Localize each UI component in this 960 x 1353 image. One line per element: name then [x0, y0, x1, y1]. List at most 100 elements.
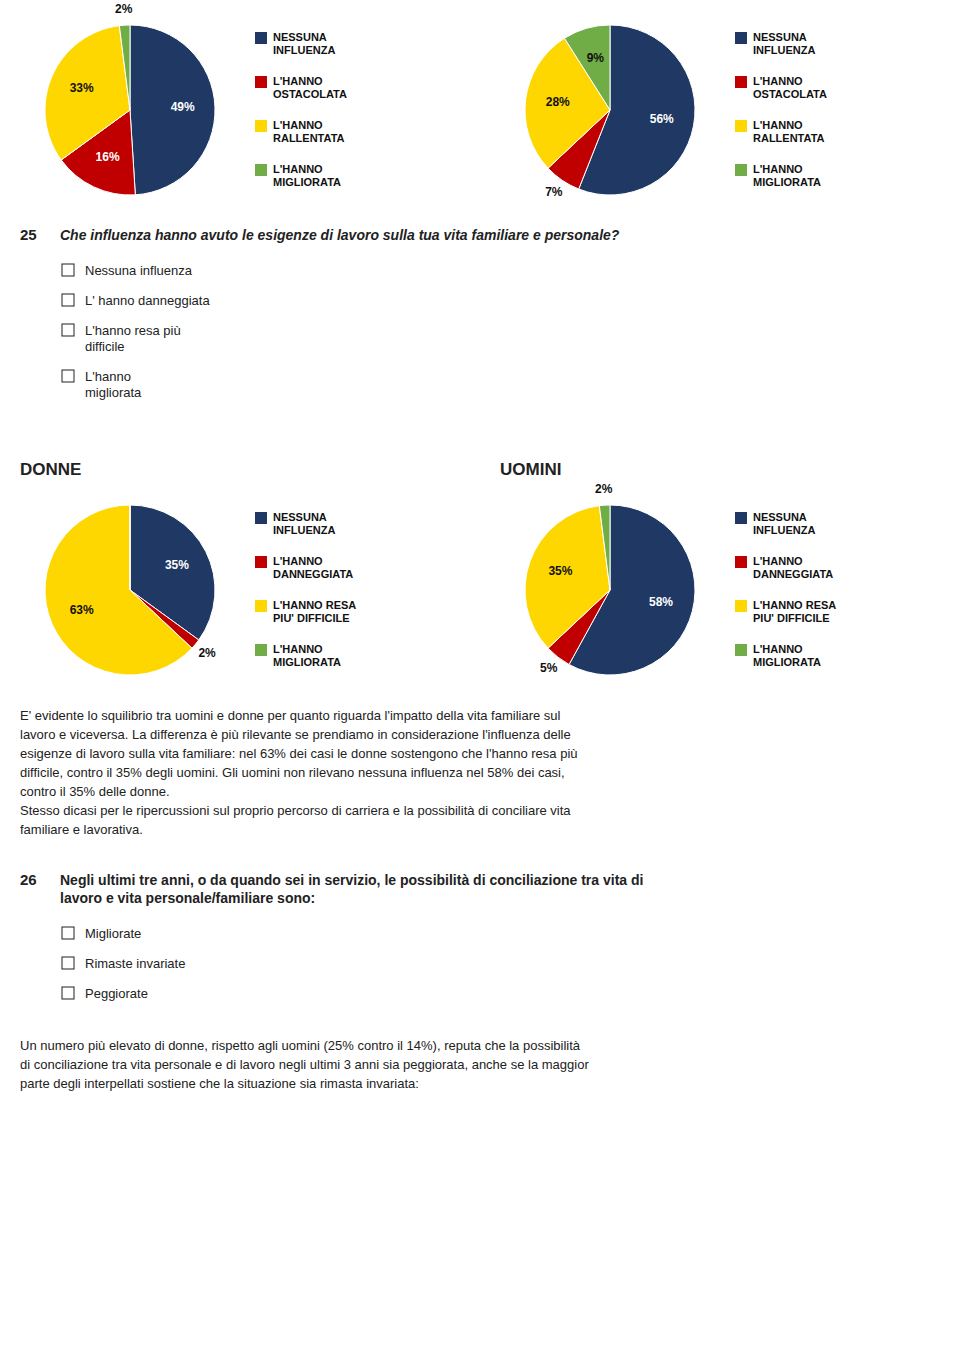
body-text-line: contro il 35% delle donne. — [20, 784, 170, 799]
legend-entry: NESSUNAINFLUENZA — [273, 31, 335, 56]
option: Nessuna influenza — [85, 263, 193, 278]
body-text-line: Un numero più elevato di donne, rispetto… — [20, 1038, 581, 1053]
legend-entry: NESSUNAINFLUENZA — [753, 31, 815, 56]
question-number: 26 — [20, 871, 37, 888]
legend-swatch — [735, 120, 747, 132]
option-line: difficile — [85, 339, 125, 354]
legend-swatch — [735, 512, 747, 524]
data-label-line: 33% — [70, 81, 94, 95]
data-label-line: 5% — [540, 661, 558, 675]
pie-slice — [119, 25, 130, 110]
pie: 35%2%63% — [45, 505, 216, 675]
legend-swatch — [735, 164, 747, 176]
legend-entry-line: OSTACOLATA — [753, 88, 827, 100]
data-label-line: 49% — [171, 101, 195, 115]
legend-swatch — [255, 32, 267, 44]
legend-entry: NESSUNAINFLUENZA — [273, 511, 335, 536]
question-line: Negli ultimi tre anni, o da quando sei i… — [60, 872, 643, 888]
legend-entry-line: L'HANNO — [273, 643, 323, 655]
question-line: lavoro e vita personale/familiare sono: — [60, 890, 315, 906]
legend-entry-line: L'HANNO — [273, 555, 323, 567]
data-label: 28% — [546, 96, 570, 110]
legend: NESSUNAINFLUENZAL'HANNODANNEGGIATAL'HANN… — [735, 511, 836, 668]
legend-entry-line: NESSUNA — [753, 511, 807, 523]
legend-entry-line: L'HANNO — [273, 163, 323, 175]
checkbox — [62, 957, 74, 969]
option: Rimaste invariate — [85, 956, 185, 971]
legend-entry-line: L'HANNO — [273, 119, 323, 131]
data-label-line: 16% — [96, 150, 120, 164]
checkbox — [62, 324, 74, 336]
pie-slice — [525, 506, 610, 649]
legend-entry: L'HANNOMIGLIORATA — [753, 643, 821, 668]
legend-entry: L'HANNOOSTACOLATA — [753, 75, 827, 100]
legend-entry-line: MIGLIORATA — [753, 176, 821, 188]
data-label: 33% — [70, 81, 94, 95]
legend-entry-line: NESSUNA — [273, 31, 327, 43]
legend-swatch — [735, 644, 747, 656]
legend-swatch — [255, 120, 267, 132]
data-label: 49% — [171, 101, 195, 115]
option-line: L' hanno danneggiata — [85, 293, 210, 308]
option-line: L'hanno — [85, 369, 131, 384]
pie-slice — [45, 505, 192, 675]
legend-entry-line: L'HANNO — [753, 163, 803, 175]
data-label-line: 56% — [650, 112, 674, 126]
legend-entry: L'HANNODANNEGGIATA — [273, 555, 353, 580]
pie-slice — [130, 25, 215, 195]
legend-entry-line: L'HANNO RESA — [273, 599, 356, 611]
legend-swatch — [255, 556, 267, 568]
legend-entry-line: PIU' DIFFICILE — [753, 612, 830, 624]
data-label-line: 58% — [649, 595, 673, 609]
legend-entry: L'HANNOOSTACOLATA — [273, 75, 347, 100]
body-text-line: esigenze di lavoro sulla vita familiare:… — [20, 746, 578, 761]
pie-slice — [45, 26, 130, 160]
legend-entry: L'HANNOMIGLIORATA — [753, 163, 821, 188]
data-label-line: 2% — [115, 2, 133, 16]
legend-entry-line: INFLUENZA — [753, 44, 815, 56]
data-label: 2% — [595, 482, 613, 496]
legend-entry: L'HANNOMIGLIORATA — [273, 163, 341, 188]
option-line: L'hanno resa più — [85, 323, 181, 338]
chart-title-line: UOMINI — [500, 460, 561, 479]
checkbox — [62, 927, 74, 939]
legend-swatch — [735, 32, 747, 44]
option: L'hanno resa piùdifficile — [85, 323, 181, 354]
body-text-line: familiare e lavorativa. — [20, 822, 143, 837]
chart-title: UOMINI — [500, 460, 561, 479]
body-text-line: difficile, contro il 35% degli uomini. G… — [20, 765, 565, 780]
legend-entry-line: MIGLIORATA — [273, 176, 341, 188]
legend: NESSUNAINFLUENZA L'HANNOOSTACOLATA L'HANNO… — [255, 31, 347, 188]
legend-entry-line: L'HANNO — [753, 643, 803, 655]
data-label: 58% — [649, 595, 673, 609]
pie-slice — [130, 505, 131, 590]
data-label: 7% — [545, 185, 563, 199]
option: Peggiorate — [85, 986, 148, 1001]
data-label-line: 2% — [595, 482, 613, 496]
legend-entry: NESSUNAINFLUENZA — [753, 511, 815, 536]
body-text-line: lavoro e viceversa. La differenza è più … — [20, 727, 571, 742]
data-label-line: 63% — [70, 603, 94, 617]
legend-entry-line: NESSUNA — [273, 511, 327, 523]
data-label: 63% — [70, 603, 94, 617]
legend-swatch — [735, 556, 747, 568]
data-label-line: 9% — [587, 52, 605, 66]
question: Che influenza hanno avuto le esigenze di… — [60, 227, 620, 243]
body-text: E' evidente lo squilibrio tra uomini e d… — [20, 708, 578, 837]
legend-swatch — [255, 76, 267, 88]
question-number: 25 — [20, 226, 37, 243]
annotations: 25 Che influenza hanno avuto le esigenze … — [20, 226, 643, 1091]
legend-entry-line: INFLUENZA — [273, 44, 335, 56]
legend-entry-line: L'HANNO RESA — [753, 599, 836, 611]
legend-swatch — [255, 600, 267, 612]
pie-slice — [599, 505, 610, 590]
data-label: 9% — [587, 52, 605, 66]
data-label-line: 35% — [165, 558, 189, 572]
checkbox — [62, 264, 74, 276]
option-line: Nessuna influenza — [85, 263, 193, 278]
legend-swatch — [735, 76, 747, 88]
body-text-line: E' evidente lo squilibrio tra uomini e d… — [20, 708, 561, 723]
legend-entry: L'HANNO RESAPIU' DIFFICILE — [273, 599, 356, 624]
legend-swatch — [255, 644, 267, 656]
legend: NESSUNAINFLUENZAL'HANNODANNEGGIATAL'HANN… — [255, 511, 356, 668]
